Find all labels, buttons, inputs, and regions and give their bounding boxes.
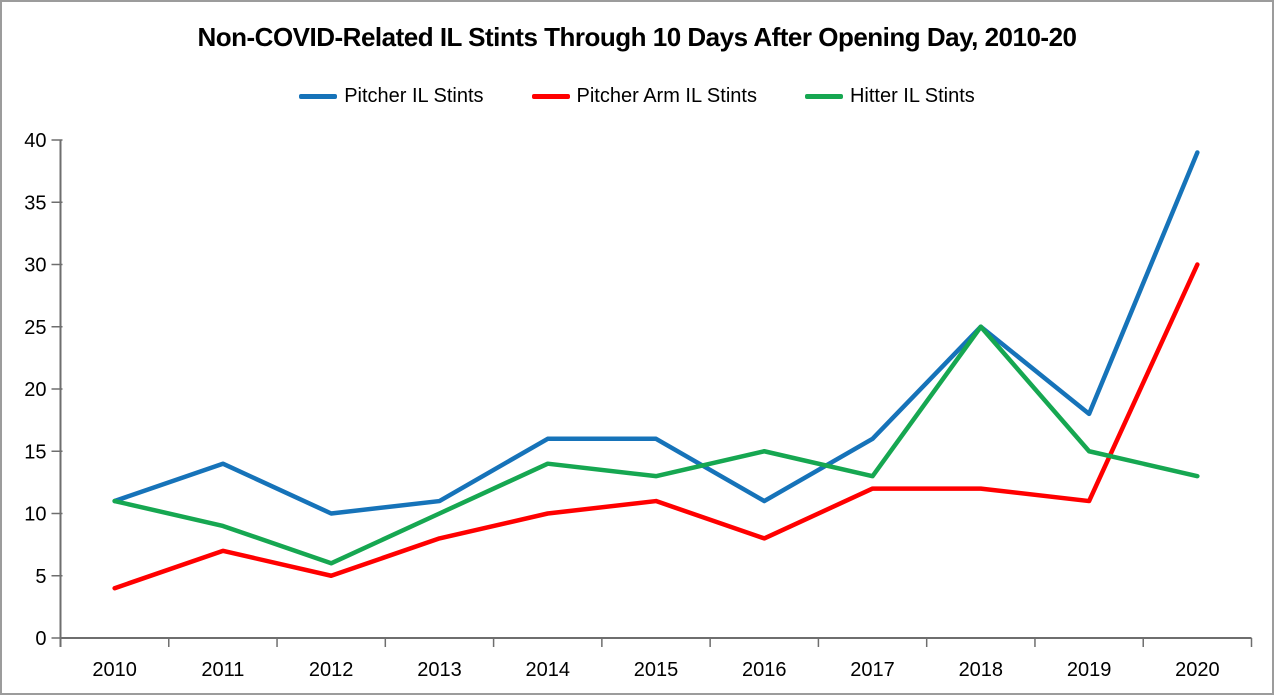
y-tick-label: 25 [24, 317, 46, 339]
legend-item-hitter-il-stints: Hitter IL Stints [804, 85, 975, 108]
series-line-pitcher-arm-il-stints [112, 262, 1200, 591]
y-tick-label: 5 [35, 566, 46, 588]
legend-label: Pitcher Arm IL Stints [576, 85, 757, 107]
x-tick-label: 2011 [201, 659, 244, 681]
y-tick-label: 30 [24, 255, 46, 277]
legend-label: Pitcher IL Stints [344, 85, 484, 107]
x-tick-label: 2018 [959, 659, 1004, 681]
x-tick-label: 2019 [1067, 659, 1112, 681]
x-tick-label: 2017 [850, 659, 895, 681]
x-tick-label: 2010 [92, 659, 137, 681]
y-tick-label: 15 [24, 441, 46, 463]
legend-line-swatch-icon [804, 94, 843, 99]
x-tick-label: 2013 [417, 659, 462, 681]
legend: Pitcher IL Stints Pitcher Arm IL Stints … [2, 85, 1272, 108]
legend-item-pitcher-arm-il-stints: Pitcher Arm IL Stints [531, 85, 757, 108]
chart-title: Non-COVID-Related IL Stints Through 10 D… [197, 22, 1077, 52]
series-line-pitcher-il-stints [112, 150, 1200, 516]
series-line-hitter-il-stints [112, 324, 1200, 566]
x-tick-label: 2012 [309, 659, 354, 681]
x-tick-label: 2015 [634, 659, 679, 681]
legend-line-swatch-icon [531, 94, 570, 99]
y-tick-label: 10 [24, 504, 46, 526]
y-tick-label: 0 [35, 628, 46, 650]
x-tick-label: 2020 [1175, 659, 1220, 681]
x-tick-label: 2016 [742, 659, 787, 681]
legend-item-pitcher-il-stints: Pitcher IL Stints [299, 85, 484, 108]
legend-line-swatch-icon [299, 94, 338, 99]
legend-label: Hitter IL Stints [849, 85, 975, 107]
x-tick-label: 2014 [525, 659, 570, 681]
y-tick-label: 40 [24, 130, 46, 152]
y-tick-label: 35 [24, 192, 46, 214]
y-tick-label: 20 [24, 379, 46, 401]
